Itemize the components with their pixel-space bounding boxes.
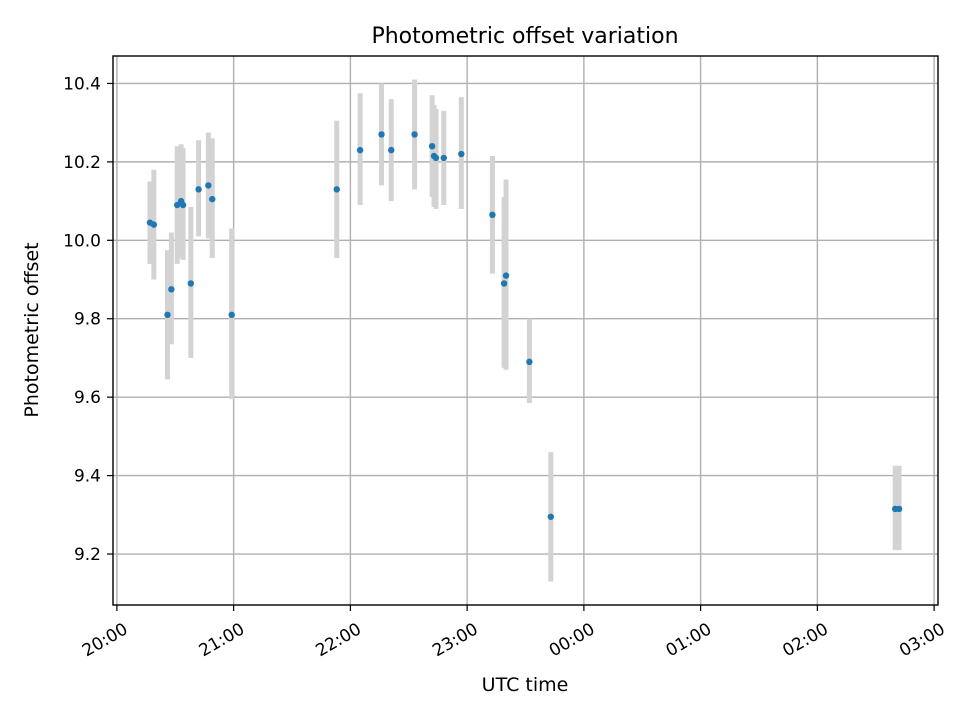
data-point bbox=[209, 195, 216, 203]
y-tick-label: 10.4 bbox=[63, 74, 101, 94]
x-tick-label: 20:00 bbox=[79, 619, 131, 661]
y-axis-label: Photometric offset bbox=[21, 242, 43, 417]
data-point bbox=[526, 358, 533, 366]
data-point bbox=[895, 505, 903, 513]
data-point bbox=[440, 154, 447, 162]
grid-lines bbox=[113, 56, 938, 605]
data-point bbox=[388, 146, 395, 154]
data-point bbox=[168, 286, 175, 293]
x-tick-label: 21:00 bbox=[196, 619, 248, 661]
x-tick-label: 01:00 bbox=[663, 619, 715, 661]
data-point bbox=[333, 186, 340, 193]
y-tick-label: 10.0 bbox=[63, 231, 101, 251]
data-points bbox=[146, 131, 903, 520]
data-point bbox=[179, 201, 187, 209]
x-tick-label: 22:00 bbox=[312, 619, 364, 661]
x-axis-ticks: 20:00 21:00 22:00 23:00 00:00 01:00 02:00 03:00 bbox=[79, 605, 949, 661]
chart-title: Photometric offset variation bbox=[371, 24, 678, 49]
data-point bbox=[187, 280, 195, 287]
data-point bbox=[489, 211, 496, 219]
y-tick-label: 9.8 bbox=[74, 310, 101, 330]
y-tick-label: 9.6 bbox=[74, 388, 101, 408]
y-tick-label: 10.2 bbox=[63, 153, 101, 173]
data-point bbox=[502, 272, 510, 279]
data-point bbox=[547, 513, 554, 520]
data-point bbox=[195, 186, 202, 193]
data-point bbox=[432, 154, 440, 162]
data-point bbox=[378, 131, 385, 138]
y-axis-ticks: 9.2 9.4 9.6 9.8 10.0 10.2 10.4 bbox=[63, 74, 113, 565]
data-point bbox=[356, 146, 364, 154]
data-point bbox=[428, 142, 436, 150]
data-point bbox=[150, 221, 158, 228]
error-bars bbox=[147, 79, 902, 582]
data-point bbox=[411, 131, 418, 138]
x-axis-label: UTC time bbox=[482, 674, 569, 696]
data-point bbox=[458, 150, 465, 158]
x-tick-label: 03:00 bbox=[896, 619, 948, 661]
data-point bbox=[205, 182, 212, 189]
data-point bbox=[500, 280, 508, 287]
data-point bbox=[174, 201, 181, 209]
x-tick-label: 02:00 bbox=[779, 619, 831, 661]
y-tick-label: 9.2 bbox=[74, 545, 101, 565]
data-point bbox=[164, 311, 171, 319]
data-point bbox=[228, 311, 235, 319]
y-tick-label: 9.4 bbox=[74, 467, 101, 487]
x-tick-label: 23:00 bbox=[429, 619, 481, 661]
plot-frame bbox=[112, 55, 939, 606]
x-tick-label: 00:00 bbox=[546, 619, 598, 661]
